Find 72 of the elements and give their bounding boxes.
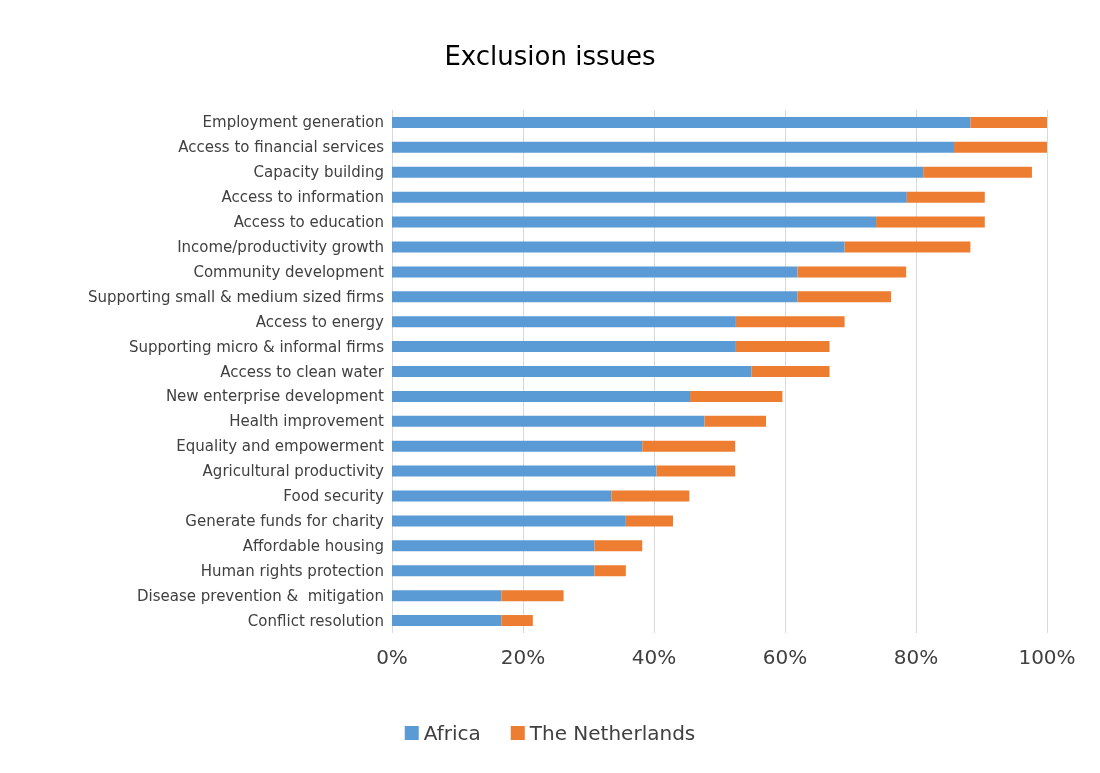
- y-tick-label: Agricultural productivity: [202, 462, 385, 481]
- y-tick-label: Access to information: [221, 188, 384, 207]
- y-tick-label: Access to clean water: [220, 362, 385, 381]
- y-tick-label: New enterprise development: [165, 387, 385, 406]
- bar: [392, 465, 657, 477]
- y-tick-label: Community development: [193, 262, 385, 281]
- x-tick-label: 40%: [631, 645, 677, 669]
- bar: [392, 166, 924, 178]
- bar: [642, 440, 736, 452]
- bar: [392, 316, 736, 328]
- bar: [876, 216, 985, 228]
- y-tick-label: Human rights protection: [200, 561, 384, 580]
- bar: [690, 390, 783, 402]
- bar: [844, 241, 971, 253]
- bar: [594, 540, 643, 552]
- y-tick-label: Generate funds for charity: [185, 511, 385, 530]
- x-tick-label: 0%: [376, 645, 408, 669]
- bar: [392, 216, 877, 228]
- legend-label: Africa: [423, 721, 481, 745]
- bar: [392, 266, 798, 278]
- y-tick-label: Access to education: [233, 213, 384, 232]
- bar: [392, 341, 736, 353]
- bar: [392, 291, 798, 303]
- bar: [656, 465, 736, 477]
- x-tick-label: 60%: [762, 645, 808, 669]
- bar: [923, 166, 1032, 178]
- y-tick-label: Affordable housing: [242, 536, 384, 555]
- bar: [501, 615, 533, 627]
- y-tick-label: Employment generation: [202, 113, 384, 132]
- x-tick-label: 20%: [500, 645, 546, 669]
- x-tick-label: 100%: [1018, 645, 1076, 669]
- y-tick-label: Supporting small & medium sized firms: [87, 287, 385, 306]
- bar: [906, 191, 985, 203]
- bar: [797, 266, 907, 278]
- y-tick-label: Access to energy: [255, 312, 385, 331]
- bar: [392, 366, 752, 377]
- bar: [751, 366, 830, 377]
- bar: [392, 490, 612, 502]
- y-tick-label: Income/productivity growth: [177, 237, 384, 256]
- bar: [611, 490, 690, 502]
- x-tick-label: 80%: [893, 645, 939, 669]
- bar: [392, 141, 954, 153]
- bar: [704, 415, 767, 427]
- bar: [735, 316, 845, 328]
- y-tick-label: Access to financial services: [178, 138, 385, 157]
- bar: [797, 291, 892, 303]
- bar: [970, 116, 1047, 128]
- bar: [953, 141, 1047, 153]
- bar: [392, 415, 705, 427]
- y-tick-label: Capacity building: [253, 163, 384, 182]
- bar: [735, 341, 830, 353]
- bar: [501, 590, 564, 602]
- bar: [392, 440, 643, 452]
- bar: [392, 515, 626, 527]
- y-tick-label: Disease prevention & mitigation: [137, 586, 384, 605]
- bar: [392, 565, 595, 577]
- y-tick-label: Equality and empowerment: [176, 437, 385, 456]
- y-tick-label: Conflict resolution: [247, 611, 384, 630]
- bar: [594, 565, 626, 577]
- bar: [392, 540, 595, 552]
- bar: [392, 116, 971, 128]
- y-tick-label: Health improvement: [229, 412, 385, 431]
- bar: [392, 191, 907, 203]
- y-tick-label: Supporting micro & informal firms: [128, 337, 385, 356]
- legend-label: The Netherlands: [528, 721, 696, 745]
- chart-title: Exclusion issues: [444, 41, 656, 71]
- bar: [392, 390, 691, 402]
- y-tick-label: Food security: [283, 487, 385, 506]
- bar: [625, 515, 673, 527]
- bar: [392, 590, 502, 602]
- bar: [392, 615, 502, 627]
- bar: [392, 241, 845, 253]
